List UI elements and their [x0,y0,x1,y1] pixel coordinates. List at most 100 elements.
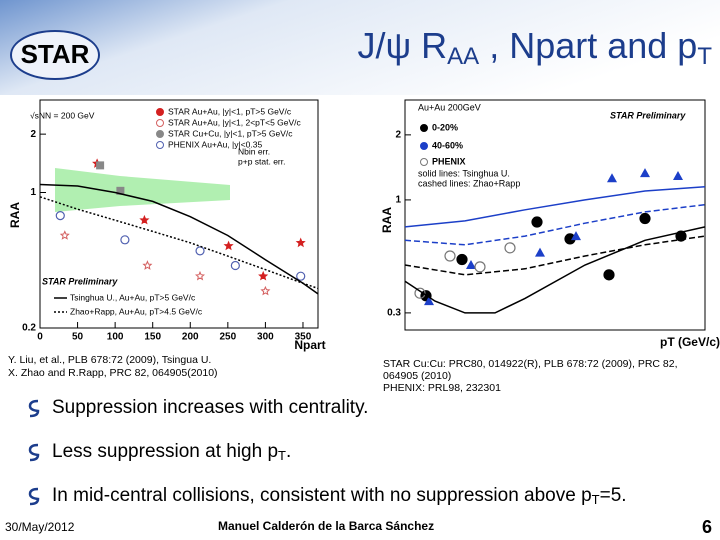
legend-label: PHENIX Au+Au, |y|<0.35 [168,139,262,149]
marker [474,261,486,273]
legend-label: STAR Au+Au, |y|<1, 2<pT<5 GeV/c [168,117,302,127]
legend-swatch [156,130,164,138]
marker [223,240,234,251]
marker [466,259,476,269]
plot-frame [39,99,319,329]
marker [456,253,468,266]
marker [195,246,205,256]
legend-swatch [156,108,164,116]
bullet-text: In mid-central collisions, consistent wi… [52,485,627,507]
marker [639,212,651,225]
legend-swatch [420,124,428,132]
x-axis-label: pT (GeV/c) [660,335,720,349]
legend-label: STAR Au+Au, |y|<1, pT>5 GeV/c [168,106,292,116]
y-tick-label: 0.3 [387,308,401,319]
marker [535,247,545,257]
marker [531,216,543,228]
annotation: cashed lines: Zhao+Rapp [418,178,520,188]
plot-frame [404,99,706,331]
annotation: STAR Preliminary [610,110,686,120]
annotation: solid lines: Tsinghua U. [418,168,510,178]
bullet-text: Less suppression at high pT. [52,441,291,463]
caption: X. Zhao and R.Rapp, PRC 82, 064905(2010) [8,367,218,379]
legend-label: STAR Cu+Cu, |y|<1, pT>5 GeV/c [168,128,293,138]
marker [571,231,581,241]
curve [404,235,706,276]
page-number: 6 [702,517,712,537]
footer-date: 30/May/2012 [5,520,75,534]
marker [258,270,269,281]
logo: STAR [21,39,90,69]
marker [296,271,306,281]
marker [194,270,205,281]
logo-ring [10,30,100,80]
y-tick-label: 0.2 [22,323,36,334]
marker [96,161,105,170]
marker [504,242,516,254]
x-tick-label: 100 [107,332,124,343]
legend-label: Tsinghua U., Au+Au, pT>5 GeV/c [70,292,196,302]
marker [139,214,150,225]
bullet-icons [28,399,40,506]
annotation: Au+Au 200GeV [418,102,481,112]
marker [444,250,456,262]
left-plot-bg [5,95,330,353]
marker [640,168,650,178]
y-tick-label: 2 [30,129,36,140]
y-axis-label: RAA [8,202,22,228]
right-plot-bg [375,100,715,355]
marker [673,171,683,181]
marker [142,260,153,270]
caption: Y. Liu, et al., PLB 678:72 (2009), Tsing… [8,354,211,366]
x-tick-label: 50 [72,332,84,343]
legend-label: PHENIX [432,156,466,166]
title: J/ψ RAA , Npart and pT [358,25,713,71]
annotation: Nbin err. [238,146,270,156]
marker [55,211,65,221]
curve [39,183,319,295]
marker [230,260,240,271]
footer-author: Manuel Calderón de la Barca Sánchez [218,519,434,533]
marker [295,237,306,248]
caption: 064905 (2010) [383,370,451,382]
bullet-text: Suppression increases with centrality. [52,397,368,418]
legend-label: 0-20% [432,122,458,132]
marker [120,235,130,245]
legend-label: 40-60% [432,140,463,150]
y-tick-label: 1 [395,195,401,206]
x-tick-label: 200 [182,332,199,343]
annotation: p+p stat. err. [238,156,286,166]
x-tick-label: 150 [144,332,161,343]
marker [603,269,615,281]
curve [404,226,706,314]
caption: PHENIX: PRL98, 232301 [383,382,501,394]
caption: STAR Cu:Cu: PRC80, 014922(R), PLB 678:72… [383,358,678,370]
legend-swatch [420,158,428,166]
x-axis-label: Npart [294,338,325,352]
x-tick-label: 250 [219,332,236,343]
header-bg [0,0,720,95]
uncertainty-band [55,168,230,212]
curve [39,196,319,290]
y-tick-label: 2 [395,130,401,141]
legend-swatch [156,119,164,127]
marker [607,173,617,183]
marker [116,186,125,195]
marker [414,287,426,299]
plot: 0.2 1 2 0 50 100 150 200 250 300 350 RAA Npart √sNN =… [8,99,326,352]
annotation: √sNN = 200 GeV [30,110,95,120]
x-tick-label: 350 [295,332,312,343]
x-tick-label: 0 [37,332,43,343]
x-tick-label: 300 [257,332,274,343]
curve [404,203,706,246]
plot: 0.3 1 2 RAA pT (GeV/c) Au+Au 200GeV solid line… [380,99,720,349]
legend-label: Zhao+Rapp, Au+Au, pT>4.5 GeV/c [70,306,203,316]
marker [59,230,70,240]
legend-swatch [420,142,428,150]
y-axis-label: RAA [380,207,394,233]
marker [424,296,434,306]
y-tick-label: 1 [30,187,36,198]
marker [260,285,271,296]
curve [404,186,706,228]
